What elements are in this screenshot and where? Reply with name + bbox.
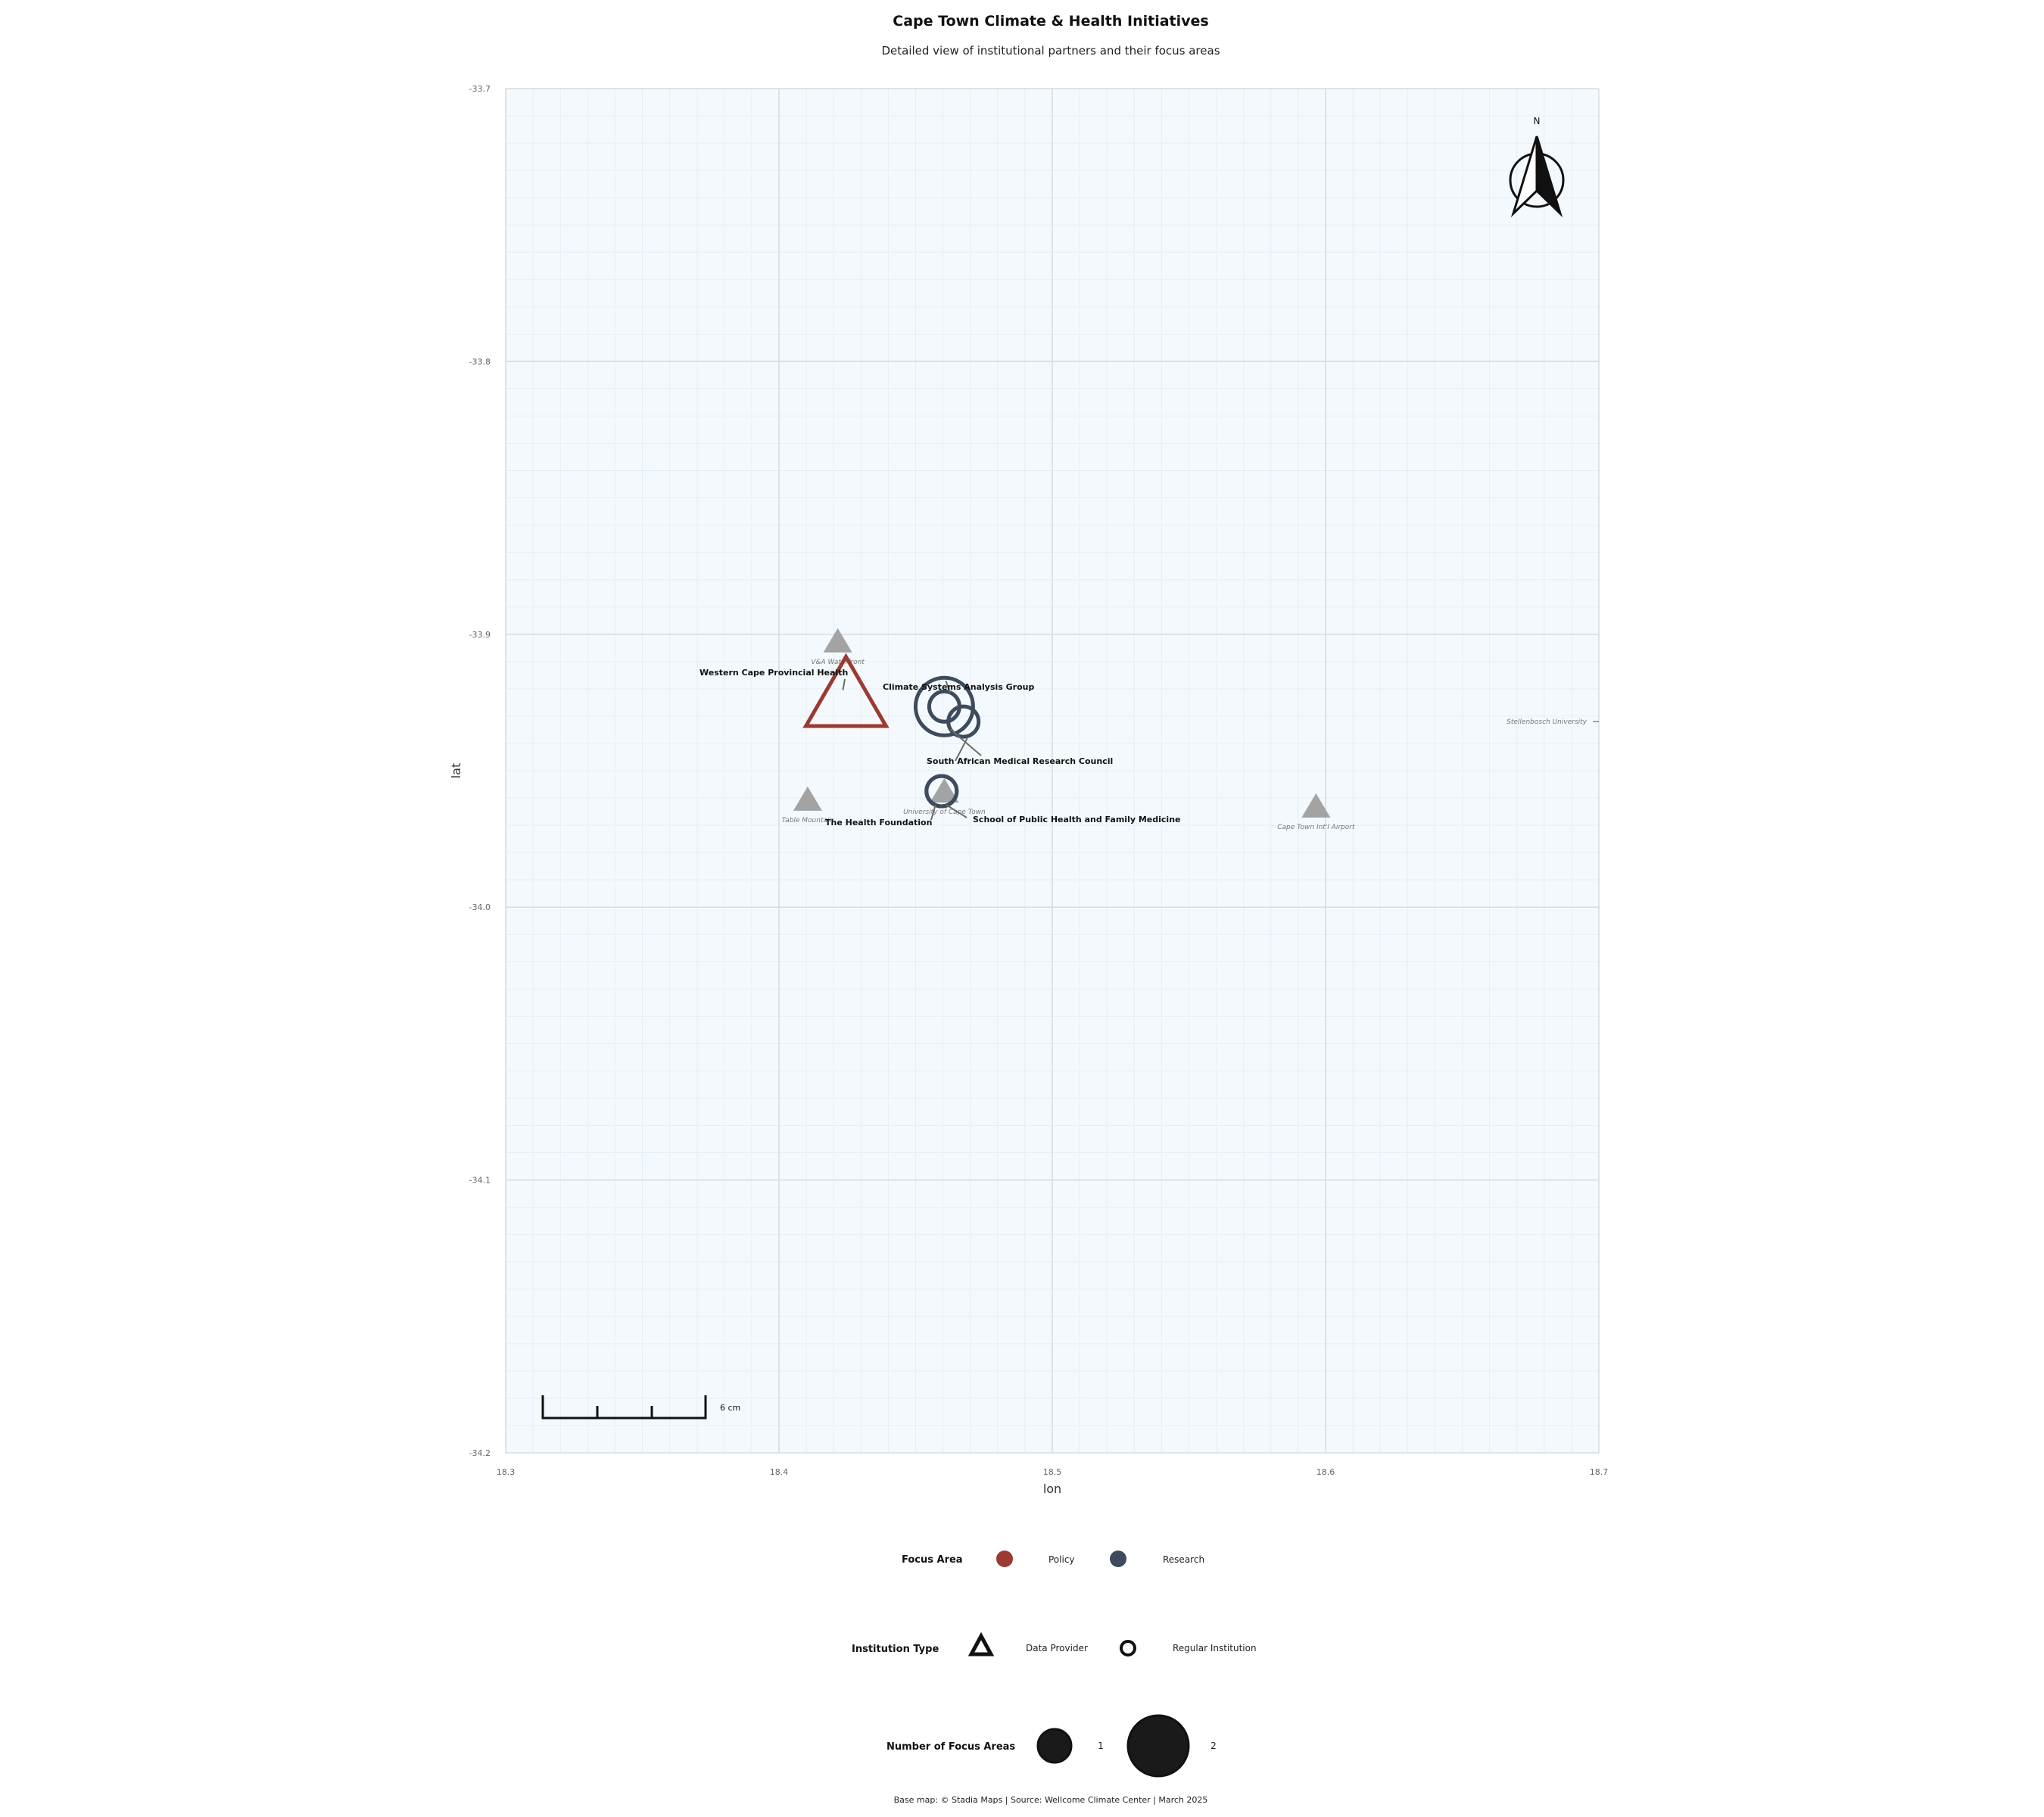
label-leader-line (949, 728, 982, 756)
x-axis-ticks: 18.3 18.4 18.5 18.6 18.7 (497, 1467, 1609, 1477)
footer-caption: Base map: © Stadia Maps | Source: Wellco… (894, 1795, 1208, 1805)
scale-bar: 6 cm (541, 1395, 740, 1420)
marker-school-of-public-health-and-family-medicine (924, 774, 959, 809)
y-tick-label: -34.2 (469, 1448, 491, 1458)
landmark-label-university-of-cape-town: University of Cape Town (903, 809, 986, 816)
legend-type-title: Institution Type (852, 1644, 939, 1655)
label-school-of-public-health: School of Public Health and Family Medic… (973, 815, 1180, 824)
north-label: N (1534, 116, 1541, 126)
legend-focus-area: Focus Area Policy Research (902, 1551, 1204, 1567)
marker-western-cape-provincial-health (802, 653, 890, 728)
legend-triangle-icon (967, 1632, 995, 1656)
label-climate-systems-analysis-group: Climate Systems Analysis Group (883, 682, 1034, 692)
label-western-cape-provincial-health: Western Cape Provincial Health (700, 668, 848, 678)
legend-size-2-label: 2 (1211, 1741, 1217, 1751)
label-leader-line (842, 678, 846, 690)
legend-research-swatch (1110, 1551, 1126, 1567)
landmark-triangle-icon (1301, 793, 1331, 818)
y-axis-title: lat (449, 763, 463, 779)
label-leader-line (930, 804, 936, 821)
legend-size-2-swatch (1126, 1714, 1190, 1778)
y-tick-label: -34.0 (469, 902, 491, 912)
legend-count-title: Number of Focus Areas (886, 1741, 1015, 1753)
landmark-triangle-icon (930, 778, 959, 803)
label-leader-layer (842, 678, 982, 821)
page-title: Cape Town Climate & Health Initiatives (893, 13, 1208, 30)
landmark-label-table-mountain: Table Mountain (782, 817, 834, 824)
landmark-layer: V&A Waterfront Table Mountain University o… (782, 628, 1599, 831)
legend-focus-count: Number of Focus Areas 1 2 (886, 1714, 1217, 1778)
scale-bar-frame (541, 1395, 707, 1420)
legend-focus-title: Focus Area (902, 1554, 963, 1566)
legend-size-1-label: 1 (1098, 1741, 1104, 1751)
label-leader-line (946, 804, 967, 818)
legend-institution-type: Institution Type Data Provider Regular I… (852, 1632, 1257, 1656)
major-grid (505, 88, 1600, 1454)
landmark-label-cape-town-int-l-airport: Cape Town Int'l Airport (1277, 824, 1355, 831)
x-tick-label: 18.3 (497, 1467, 516, 1477)
x-tick-label: 18.4 (770, 1467, 789, 1477)
landmark-triangle-icon (793, 786, 822, 811)
legend-policy-swatch (996, 1551, 1013, 1567)
landmark-label-stellenbosch-university: Stellenbosch University (1507, 718, 1588, 726)
north-arrow-right-half-icon (1535, 136, 1563, 218)
legend-size-1-swatch (1036, 1728, 1073, 1764)
legend-policy-label: Policy (1048, 1554, 1075, 1565)
legend-data-provider-label: Data Provider (1026, 1643, 1088, 1653)
x-tick-label: 18.6 (1316, 1467, 1335, 1477)
landmark-label-v-a-waterfront: V&A Waterfront (811, 659, 865, 666)
institution-marker-layer (802, 653, 981, 809)
legend-research-label: Research (1163, 1554, 1204, 1565)
label-leader-line (945, 680, 951, 693)
label-south-african-medical-research-council: South African Medical Research Council (927, 756, 1113, 766)
marker-climate-systems-analysis-group (913, 675, 975, 737)
north-arrow: N (1509, 116, 1565, 218)
y-tick-label: -33.9 (469, 630, 491, 640)
x-tick-label: 18.5 (1043, 1467, 1062, 1477)
legend-regular-institution-label: Regular Institution (1173, 1643, 1257, 1653)
page-subtitle: Detailed view of institutional partners … (881, 44, 1220, 58)
institution-label-layer: Western Cape Provincial Health Climate S… (700, 668, 1180, 827)
scale-bar-label: 6 cm (720, 1403, 740, 1413)
marker-south-african-medical-research-council (946, 704, 981, 739)
legend-circle-icon (1120, 1640, 1136, 1656)
y-tick-label: -33.7 (469, 84, 491, 94)
y-axis-ticks: -33.7 -33.8 -33.9 -34.0 -34.1 -34.2 (469, 84, 491, 1458)
label-the-health-foundation: The Health Foundation (825, 818, 932, 827)
x-tick-label: 18.7 (1590, 1467, 1609, 1477)
landmark-triangle-icon (823, 628, 852, 653)
x-axis-title: lon (1043, 1482, 1061, 1496)
y-tick-label: -34.1 (469, 1176, 491, 1186)
y-tick-label: -33.8 (469, 357, 491, 366)
